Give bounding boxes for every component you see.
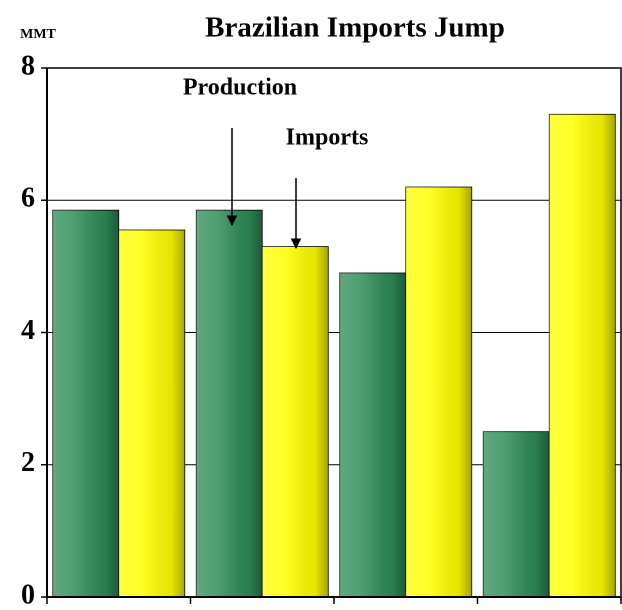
bar-shade <box>196 210 263 597</box>
bar-shade <box>405 187 472 597</box>
bar-shade <box>52 210 119 597</box>
chart-title: Brazilian Imports Jump <box>205 12 505 44</box>
annotation: Imports <box>286 125 369 151</box>
bar-shade <box>118 230 185 597</box>
y-axis-label: MMT <box>20 27 56 42</box>
y-tick-label: 6 <box>21 183 35 214</box>
bar-shade <box>483 431 550 597</box>
bar-shade <box>262 246 329 597</box>
y-tick-label: 4 <box>21 315 35 346</box>
y-tick-label: 0 <box>21 579 35 610</box>
bar-shade <box>549 114 616 597</box>
bar-shade <box>339 272 406 597</box>
y-tick-label: 8 <box>21 50 35 81</box>
annotation: Production <box>183 75 297 101</box>
y-tick-label: 2 <box>21 447 35 478</box>
plot-area: 0 2 4 6 8 <box>21 50 622 610</box>
